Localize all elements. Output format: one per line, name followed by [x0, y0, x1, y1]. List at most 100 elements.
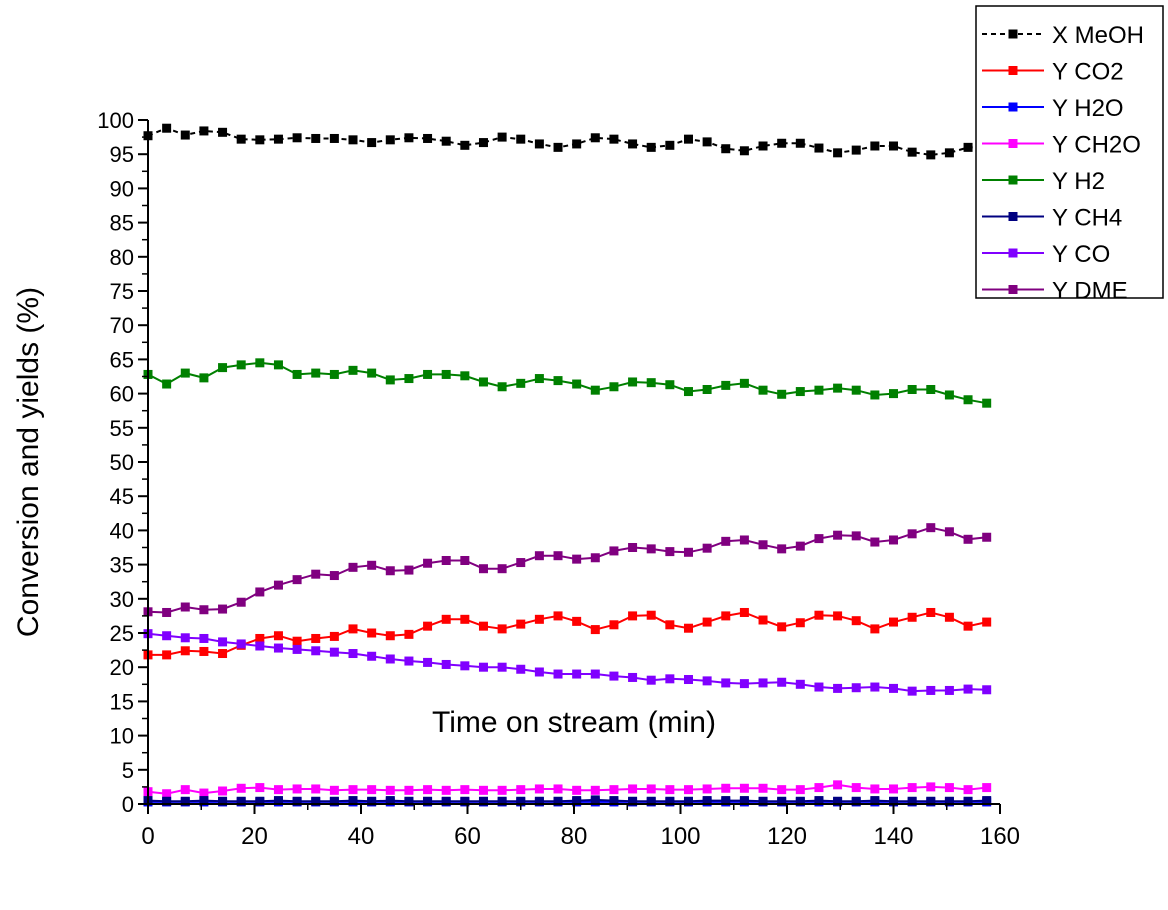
- legend-swatch-marker: [1008, 139, 1018, 148]
- data-point: [739, 607, 749, 617]
- data-point: [534, 139, 544, 149]
- data-point: [609, 620, 619, 630]
- data-point: [907, 147, 917, 157]
- data-point: [590, 795, 600, 805]
- data-point: [628, 377, 638, 387]
- data-point: [795, 541, 805, 551]
- legend-item: Y H2O: [982, 95, 1124, 122]
- data-point: [311, 784, 321, 794]
- y-tick-label: 20: [110, 655, 134, 680]
- data-point: [907, 529, 917, 539]
- data-point: [348, 624, 358, 634]
- data-point: [441, 136, 451, 146]
- series-y-co: [143, 629, 992, 696]
- data-point: [926, 796, 936, 806]
- data-point: [273, 643, 283, 653]
- y-tick-label: 45: [110, 484, 134, 509]
- data-point: [367, 560, 377, 570]
- data-point: [516, 619, 526, 629]
- data-point: [758, 540, 768, 550]
- data-point: [833, 796, 843, 806]
- data-point: [385, 566, 395, 576]
- series-line: [147, 798, 987, 803]
- data-point: [758, 783, 768, 793]
- y-tick-label: 15: [110, 689, 134, 714]
- data-point: [814, 783, 824, 793]
- data-point: [236, 597, 246, 607]
- data-point: [180, 130, 190, 140]
- series-y-h2: [143, 358, 992, 408]
- data-point: [814, 534, 824, 544]
- data-point: [255, 358, 265, 368]
- data-point: [907, 796, 917, 806]
- y-tick-label: 40: [110, 518, 134, 543]
- data-point: [460, 785, 470, 795]
- legend-item: Y CO2: [982, 59, 1124, 86]
- x-tick-label: 160: [980, 823, 1020, 850]
- data-point: [162, 650, 172, 660]
- data-point: [553, 796, 563, 806]
- data-point: [739, 679, 749, 689]
- data-point: [218, 604, 228, 614]
- data-point: [478, 796, 488, 806]
- data-point: [889, 389, 898, 399]
- data-point: [255, 587, 265, 597]
- data-point: [739, 146, 749, 156]
- y-tick-label: 95: [110, 142, 134, 167]
- data-point: [814, 796, 824, 806]
- data-point: [218, 637, 228, 647]
- data-point: [683, 785, 693, 795]
- data-point: [329, 796, 339, 806]
- x-tick-label: 0: [141, 823, 154, 850]
- data-point: [497, 132, 507, 142]
- data-point: [162, 379, 172, 389]
- legend-swatch-marker: [1008, 285, 1018, 294]
- data-point: [795, 796, 805, 806]
- data-point: [367, 785, 377, 795]
- legend-box: [975, 5, 1164, 299]
- data-point: [367, 368, 377, 378]
- data-point: [199, 126, 209, 136]
- y-tick-label: 70: [110, 313, 134, 338]
- data-point: [497, 382, 507, 392]
- data-point: [199, 646, 209, 656]
- series-layer: [143, 123, 992, 807]
- data-point: [423, 796, 433, 806]
- data-point: [255, 796, 265, 806]
- data-point: [814, 143, 824, 153]
- data-point: [385, 654, 395, 664]
- data-point: [311, 569, 321, 579]
- data-point: [870, 141, 880, 151]
- data-point: [553, 376, 563, 386]
- data-point: [273, 360, 283, 370]
- data-point: [534, 614, 544, 624]
- legend-item: Y CH2O: [982, 132, 1141, 159]
- data-point: [273, 785, 283, 795]
- data-point: [255, 641, 265, 651]
- data-point: [162, 789, 172, 799]
- legend-item: X MeOH: [982, 22, 1144, 49]
- legend: X MeOH Y CO2 Y H2O Y CH2O Y H2 Y CH4 Y CO Y DME: [975, 5, 1164, 305]
- series-line: [147, 783, 987, 795]
- y-tick-label: 30: [110, 587, 134, 612]
- series-line: [147, 361, 987, 405]
- data-point: [907, 686, 917, 696]
- y-tick-label: 90: [110, 176, 134, 201]
- series-line: [147, 526, 987, 614]
- data-point: [423, 558, 433, 568]
- data-point: [311, 368, 321, 378]
- data-point: [982, 783, 992, 793]
- data-point: [777, 389, 787, 399]
- data-point: [833, 683, 843, 693]
- data-point: [590, 385, 600, 395]
- data-point: [795, 138, 805, 148]
- data-point: [572, 796, 582, 806]
- data-point: [441, 785, 451, 795]
- data-point: [851, 531, 861, 541]
- data-point: [441, 659, 451, 669]
- x-tick-label: 100: [660, 823, 700, 850]
- data-point: [572, 379, 582, 389]
- legend-item: Y H2: [982, 168, 1105, 195]
- legend-item: Y DME: [982, 278, 1128, 305]
- data-point: [516, 796, 526, 806]
